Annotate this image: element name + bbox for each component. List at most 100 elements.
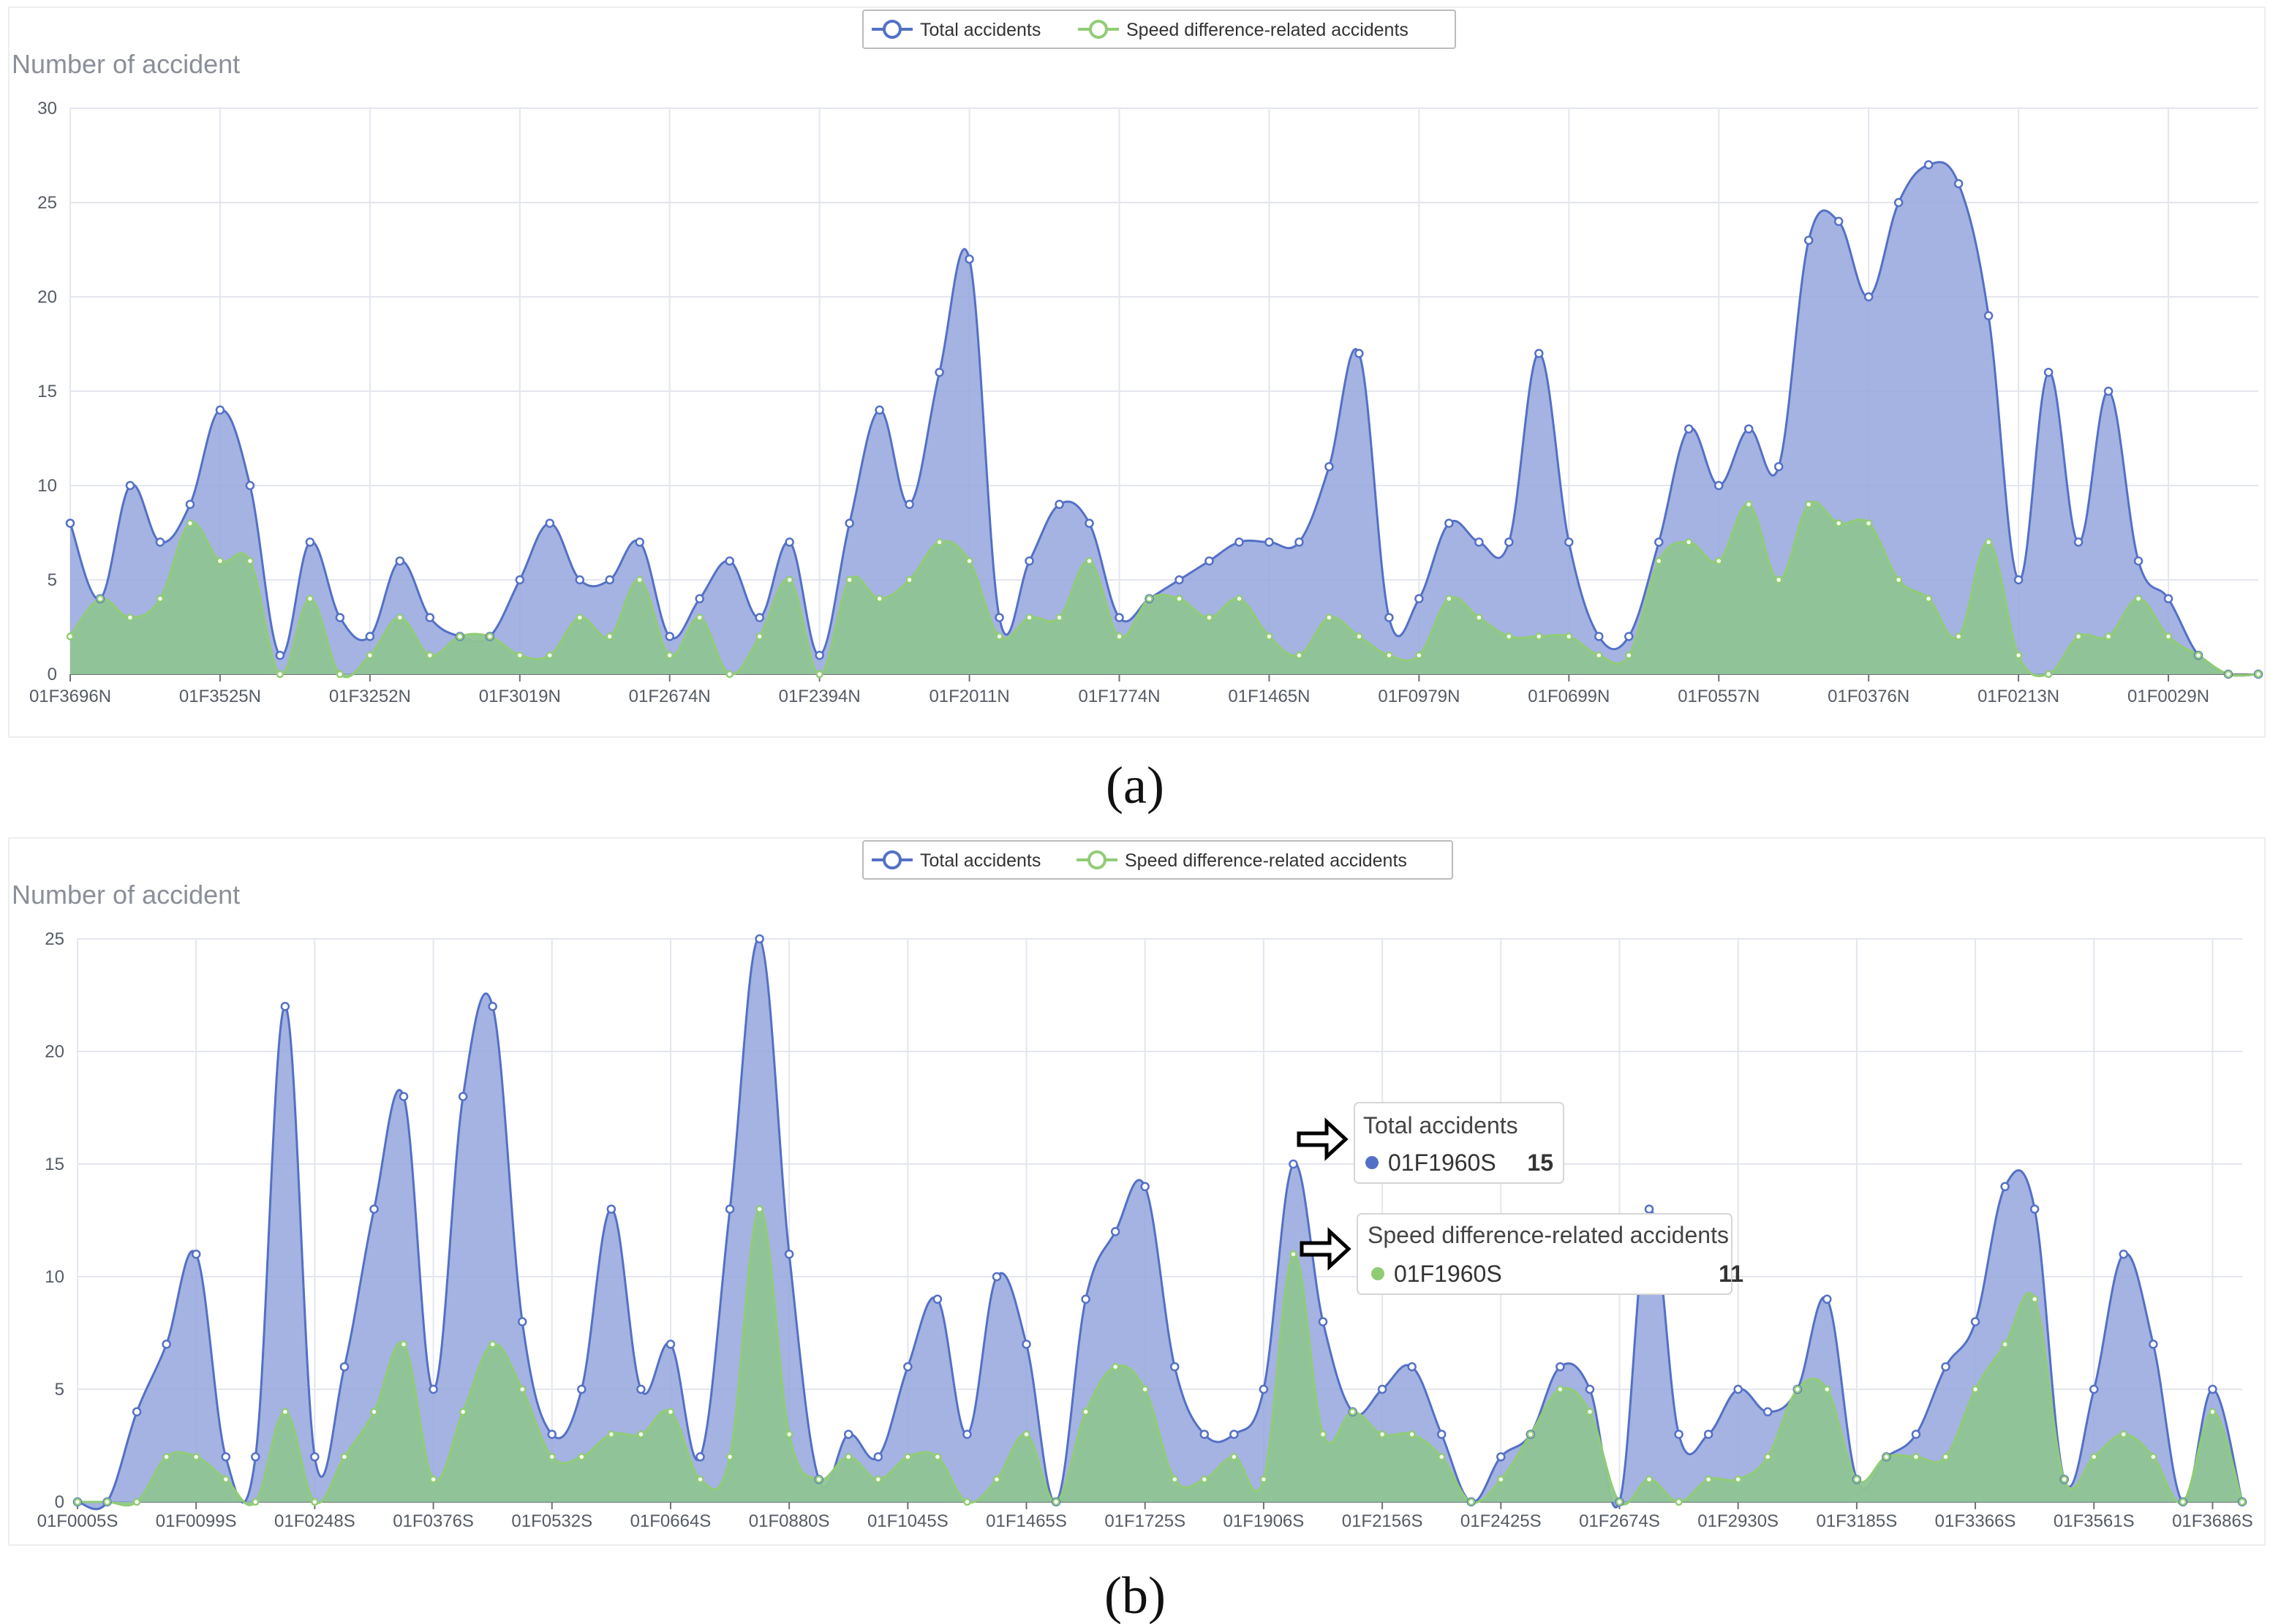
data-point-total[interactable] (636, 1384, 646, 1394)
data-point-total[interactable] (1229, 1430, 1239, 1439)
data-point-speed[interactable] (1645, 1475, 1654, 1484)
data-point-total[interactable] (1324, 461, 1334, 472)
chart-a-legend[interactable]: Total accidents Speed difference-related… (862, 10, 1456, 49)
data-point-speed[interactable] (2060, 1475, 2068, 1484)
legend-item-speed[interactable]: Speed difference-related accidents (1078, 20, 1409, 40)
data-point-speed[interactable] (1265, 632, 1273, 641)
data-point-total[interactable] (547, 1430, 557, 1439)
data-point-total[interactable] (1674, 1430, 1683, 1439)
data-point-speed[interactable] (1924, 594, 1933, 603)
data-point-total[interactable] (845, 518, 854, 528)
data-point-speed[interactable] (933, 1453, 942, 1461)
data-point-total[interactable] (1911, 1430, 1921, 1439)
data-point-total[interactable] (215, 405, 225, 415)
data-point-speed[interactable] (1864, 519, 1873, 527)
data-point-speed[interactable] (2134, 594, 2143, 603)
data-point-total[interactable] (1893, 197, 1904, 208)
data-point-speed[interactable] (1793, 1385, 1802, 1394)
data-point-speed[interactable] (578, 1453, 586, 1461)
data-point-total[interactable] (1624, 632, 1634, 641)
data-point-speed[interactable] (785, 575, 793, 584)
data-point-speed[interactable] (1467, 1498, 1476, 1506)
data-point-speed[interactable] (1115, 632, 1123, 641)
data-point-speed[interactable] (2030, 1295, 2039, 1304)
data-point-total[interactable] (517, 1317, 527, 1326)
data-point-total[interactable] (605, 575, 615, 585)
data-point-total[interactable] (125, 480, 135, 491)
data-point-speed[interactable] (459, 1408, 467, 1416)
data-point-speed[interactable] (1526, 1430, 1535, 1438)
data-point-speed[interactable] (1834, 519, 1843, 527)
data-point-speed[interactable] (1415, 651, 1423, 660)
data-point-speed[interactable] (815, 1475, 823, 1484)
data-point-total[interactable] (162, 1340, 171, 1349)
data-point-speed[interactable] (1882, 1453, 1890, 1461)
data-point-speed[interactable] (1497, 1475, 1505, 1484)
data-point-speed[interactable] (1445, 594, 1453, 603)
data-point-total[interactable] (1354, 349, 1364, 358)
data-point-speed[interactable] (1704, 1475, 1713, 1484)
data-point-total[interactable] (815, 650, 824, 660)
data-point-speed[interactable] (1475, 613, 1483, 622)
data-point-speed[interactable] (2224, 670, 2233, 679)
data-point-total[interactable] (873, 1452, 883, 1462)
data-point-total[interactable] (962, 1430, 972, 1439)
data-point-speed[interactable] (755, 632, 763, 641)
data-point-speed[interactable] (311, 1498, 319, 1506)
data-point-total[interactable] (191, 1249, 201, 1259)
data-point-speed[interactable] (1585, 1408, 1594, 1416)
data-point-speed[interactable] (1912, 1453, 1920, 1461)
data-point-speed[interactable] (192, 1453, 200, 1461)
data-point-speed[interactable] (306, 594, 314, 603)
data-point-total[interactable] (488, 1002, 497, 1011)
data-point-total[interactable] (458, 1092, 468, 1101)
data-point-speed[interactable] (340, 1453, 349, 1461)
data-point-speed[interactable] (1349, 1408, 1357, 1416)
data-point-speed[interactable] (548, 1453, 557, 1461)
data-point-total[interactable] (665, 1340, 676, 1349)
data-point-speed[interactable] (606, 632, 614, 641)
data-point-speed[interactable] (222, 1475, 230, 1484)
data-point-speed[interactable] (1954, 632, 1963, 641)
data-point-total[interactable] (1534, 349, 1544, 358)
data-point-total[interactable] (1318, 1317, 1328, 1326)
data-point-total[interactable] (1264, 537, 1274, 547)
data-point-total[interactable] (1564, 537, 1574, 547)
data-point-total[interactable] (1234, 537, 1244, 547)
data-point-speed[interactable] (2254, 670, 2263, 679)
data-point-total[interactable] (515, 575, 525, 585)
data-point-speed[interactable] (995, 632, 1003, 641)
data-point-speed[interactable] (1171, 1475, 1179, 1484)
data-point-total[interactable] (992, 1272, 1002, 1282)
data-point-total[interactable] (1174, 575, 1184, 585)
data-point-total[interactable] (280, 1002, 290, 1011)
data-point-speed[interactable] (725, 670, 734, 679)
data-point-speed[interactable] (336, 670, 344, 679)
data-point-total[interactable] (935, 367, 944, 377)
data-point-total[interactable] (965, 254, 974, 264)
data-point-speed[interactable] (1774, 575, 1783, 584)
data-point-total[interactable] (1384, 613, 1394, 622)
data-point-speed[interactable] (844, 1453, 853, 1461)
data-point-total[interactable] (1684, 424, 1694, 434)
data-point-total[interactable] (2163, 594, 2173, 604)
data-point-total[interactable] (1803, 235, 1814, 245)
data-point-total[interactable] (1022, 1340, 1031, 1349)
data-point-total[interactable] (399, 1092, 409, 1101)
data-point-total[interactable] (339, 1361, 350, 1372)
data-point-speed[interactable] (666, 1408, 675, 1416)
data-point-total[interactable] (1170, 1361, 1180, 1372)
data-point-total[interactable] (1110, 1227, 1120, 1236)
data-point-total[interactable] (2133, 556, 2143, 566)
data-point-speed[interactable] (965, 556, 973, 565)
data-point-total[interactable] (903, 1361, 913, 1372)
data-point-total[interactable] (2013, 575, 2024, 585)
data-point-total[interactable] (1436, 1430, 1447, 1439)
data-point-total[interactable] (1556, 1361, 1565, 1372)
data-point-speed[interactable] (1565, 632, 1573, 641)
data-point-total[interactable] (1594, 632, 1604, 641)
data-point-total[interactable] (695, 1452, 705, 1462)
data-point-speed[interactable] (1022, 1430, 1030, 1438)
data-point-total[interactable] (1025, 556, 1034, 566)
data-point-speed[interactable] (755, 1205, 763, 1213)
